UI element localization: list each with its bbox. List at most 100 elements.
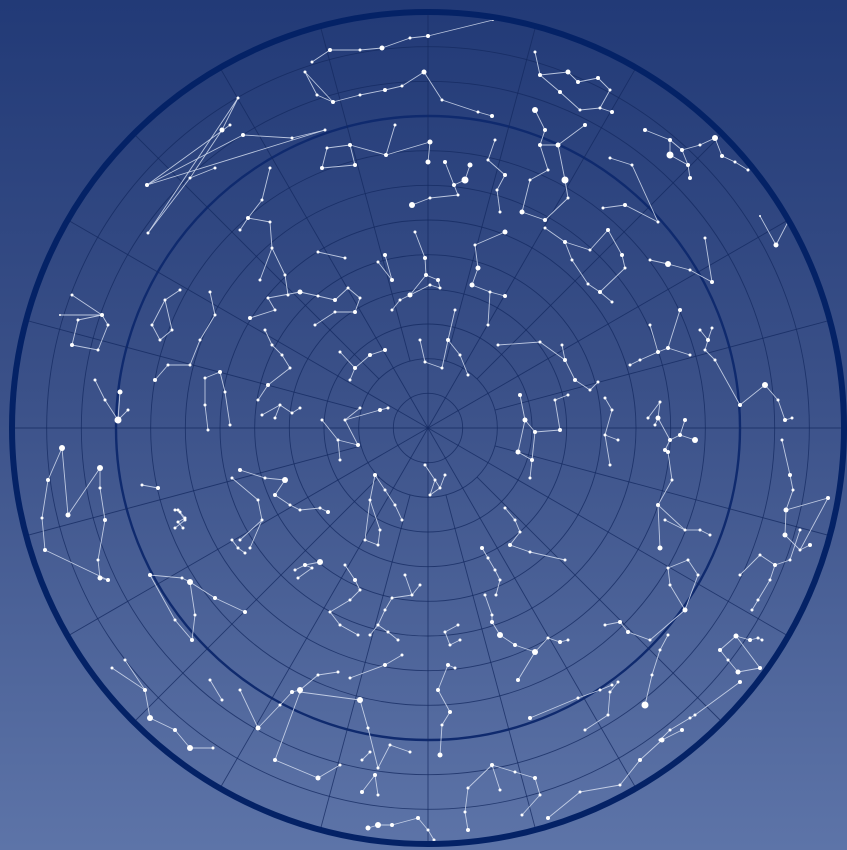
constellation-line <box>424 464 436 481</box>
star <box>373 773 377 777</box>
constellation-line <box>419 339 426 363</box>
constellation-line <box>687 164 691 179</box>
star <box>388 743 392 747</box>
constellation-line <box>77 314 103 321</box>
constellation-line <box>489 291 506 297</box>
star <box>270 343 274 347</box>
star <box>208 678 212 682</box>
constellation-line <box>214 597 246 613</box>
star <box>407 292 413 298</box>
star <box>140 483 144 487</box>
constellation-line <box>369 499 381 531</box>
constellation-line <box>159 329 173 341</box>
constellation-line <box>231 539 239 549</box>
star <box>610 683 614 687</box>
constellation-line <box>409 274 427 296</box>
star <box>426 828 430 832</box>
constellation-line <box>317 251 346 259</box>
constellation-line <box>647 401 661 419</box>
constellation-line <box>487 139 496 161</box>
star <box>758 553 762 557</box>
constellation-line <box>699 529 711 536</box>
constellation-line <box>144 689 151 719</box>
star <box>123 658 127 662</box>
constellation-line <box>299 291 319 297</box>
star <box>390 308 394 312</box>
star <box>503 506 507 510</box>
constellation-line <box>704 349 716 361</box>
constellation-line <box>789 529 801 561</box>
star <box>263 328 267 332</box>
star <box>393 123 397 127</box>
star <box>532 649 538 655</box>
constellation-line <box>247 199 263 219</box>
constellation-line <box>279 404 293 414</box>
star <box>783 507 789 513</box>
star <box>409 202 415 208</box>
star <box>376 260 380 264</box>
constellation-line <box>364 539 379 546</box>
constellation-line <box>667 567 671 586</box>
constellation-line <box>124 659 146 691</box>
star <box>708 533 712 537</box>
star <box>310 60 314 64</box>
star <box>396 638 400 642</box>
star <box>393 503 397 507</box>
constellation-line <box>274 479 286 496</box>
star <box>522 417 528 423</box>
star <box>315 93 319 97</box>
star <box>659 737 665 743</box>
constellation-line <box>657 401 661 419</box>
star <box>519 209 525 215</box>
constellation-line <box>189 581 196 616</box>
star <box>293 568 297 572</box>
constellation-line <box>757 579 771 601</box>
constellation-line <box>423 71 443 101</box>
star <box>466 786 470 790</box>
constellation-line <box>577 77 599 83</box>
constellation-line <box>146 134 244 186</box>
constellation-line <box>311 49 331 63</box>
star <box>680 148 684 152</box>
right-ascension-line <box>10 445 362 543</box>
star <box>148 573 152 577</box>
star <box>508 543 512 547</box>
star <box>170 328 174 332</box>
constellation-line <box>564 241 573 261</box>
constellation-line <box>517 651 536 681</box>
star <box>228 123 232 127</box>
star <box>436 278 440 282</box>
star <box>718 648 722 652</box>
constellation-line <box>274 404 281 419</box>
constellation-line <box>316 94 334 103</box>
star <box>453 666 457 670</box>
constellation-line <box>514 644 536 653</box>
constellation-line <box>657 504 661 549</box>
constellation-line <box>164 299 173 331</box>
constellation-line <box>627 631 651 641</box>
constellation-line <box>174 619 193 641</box>
star <box>375 822 381 828</box>
star <box>698 143 702 147</box>
star <box>379 45 385 51</box>
star <box>538 793 542 797</box>
star <box>365 825 371 831</box>
star <box>448 643 452 647</box>
star <box>106 323 110 327</box>
star <box>733 160 737 164</box>
star <box>383 253 387 257</box>
constellation-line <box>719 649 729 661</box>
star <box>357 697 363 703</box>
constellation-line <box>221 97 239 131</box>
star <box>248 546 252 550</box>
star <box>156 486 160 490</box>
star <box>338 623 342 627</box>
constellation-line <box>574 379 591 391</box>
constellation-line <box>554 399 561 431</box>
star <box>187 745 193 751</box>
constellation-line <box>784 509 787 536</box>
star <box>653 423 657 427</box>
constellation-line <box>649 324 659 353</box>
constellation-line <box>529 169 549 181</box>
